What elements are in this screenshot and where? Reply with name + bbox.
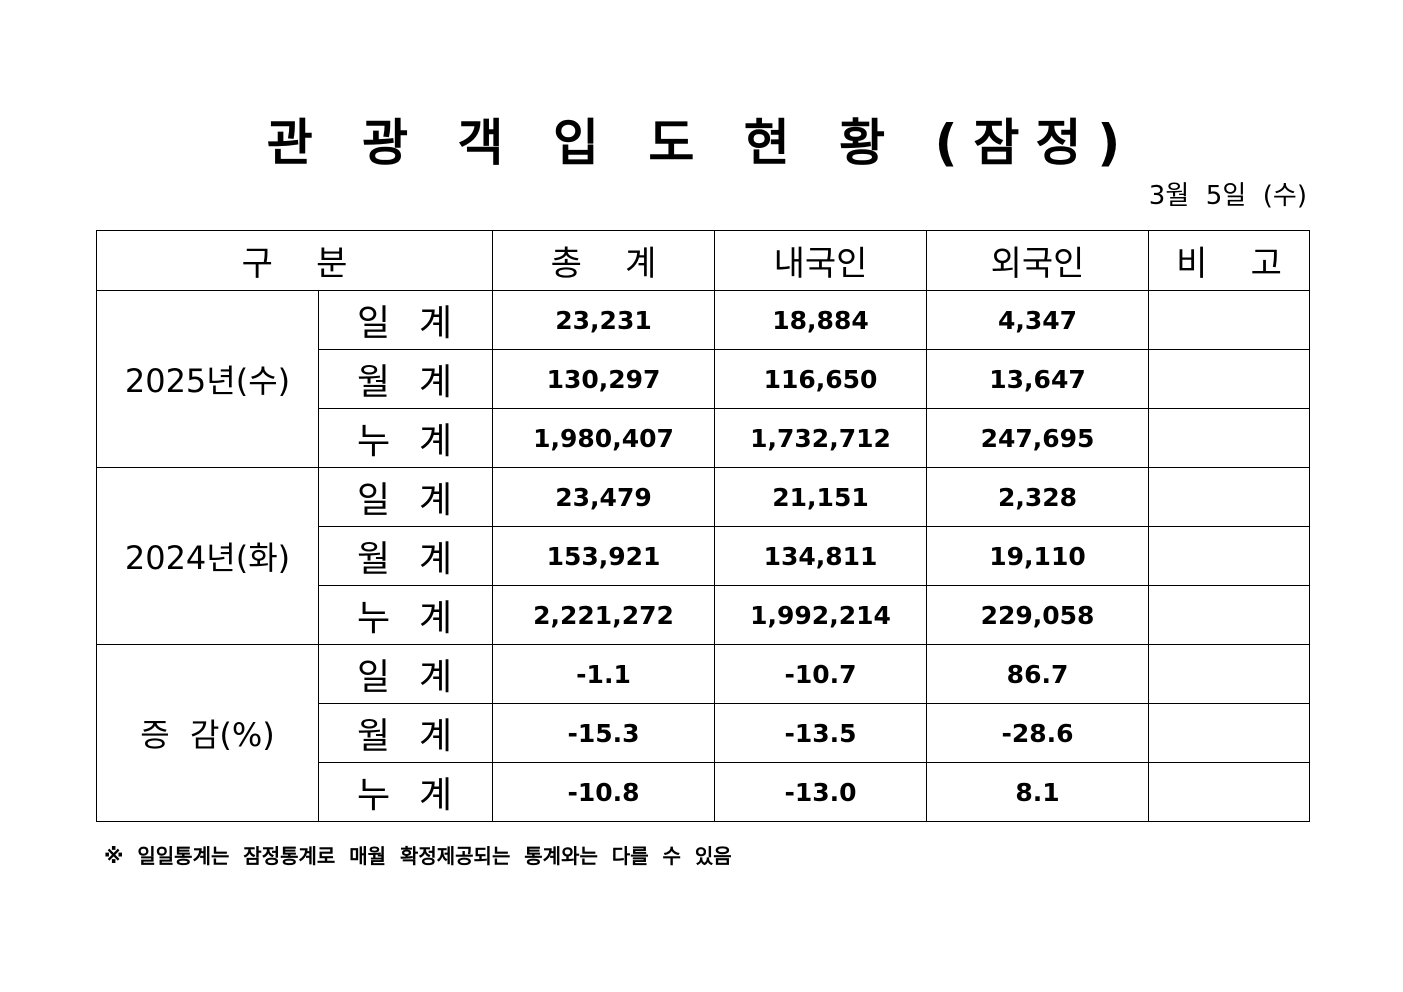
row-type: 누 계 xyxy=(317,585,494,645)
foreign-cell: 13,647 xyxy=(926,349,1150,409)
table-row: 증 감(%) 일 계 -1.1 -10.7 86.7 xyxy=(96,644,1311,822)
foreign-cell: 19,110 xyxy=(926,526,1150,586)
table-row: 누 계 -10.8 -13.0 8.1 xyxy=(97,762,1311,822)
domestic-cell: 134,811 xyxy=(714,526,928,586)
remarks-cell xyxy=(1148,703,1311,763)
foreign-cell: 229,058 xyxy=(926,585,1150,645)
foreign-cell: 2,328 xyxy=(926,467,1150,527)
domestic-cell: 21,151 xyxy=(714,467,928,527)
remarks-cell xyxy=(1148,349,1311,409)
total-cell: 153,921 xyxy=(492,526,716,586)
remarks-cell xyxy=(1148,290,1311,350)
remarks-cell xyxy=(1148,467,1311,527)
row-type: 누 계 xyxy=(317,408,494,468)
page-title: 관 광 객 입 도 현 황 (잠정) xyxy=(266,114,1137,172)
foreign-cell: 8.1 xyxy=(926,762,1150,822)
row-type: 일 계 xyxy=(317,290,494,350)
remarks-cell xyxy=(1148,644,1311,704)
total-cell: 23,231 xyxy=(492,290,716,350)
row-type: 누 계 xyxy=(317,762,494,822)
header-foreign: 외국인 xyxy=(926,230,1150,291)
table-row: 누 계 2,221,272 1,992,214 229,058 xyxy=(97,585,1311,645)
foreign-cell: 86.7 xyxy=(926,644,1150,704)
visitor-stats-table: 구 분 총 계 내국인 외국인 비 고 2025년(수) 일 계 23,231 … xyxy=(95,230,1311,822)
foreign-cell: -28.6 xyxy=(926,703,1150,763)
row-type: 월 계 xyxy=(317,703,494,763)
section-label-change: 증 감(%) xyxy=(96,644,319,822)
section-label-2024: 2024년(화) xyxy=(96,467,319,645)
table-row: 월 계 -15.3 -13.5 -28.6 xyxy=(97,703,1311,763)
total-cell: 1,980,407 xyxy=(492,408,716,468)
total-cell: -10.8 xyxy=(492,762,716,822)
total-cell: 130,297 xyxy=(492,349,716,409)
table-row: 2025년(수) 일 계 23,231 18,884 4,347 xyxy=(96,290,1311,468)
domestic-cell: 1,732,712 xyxy=(714,408,928,468)
remarks-cell xyxy=(1148,585,1311,645)
table-header-row: 구 분 총 계 내국인 외국인 비 고 xyxy=(95,230,1311,291)
total-cell: 23,479 xyxy=(492,467,716,527)
table-row: 2024년(화) 일 계 23,479 21,151 2,328 xyxy=(96,467,1311,645)
row-type: 월 계 xyxy=(317,526,494,586)
table-row: 월 계 153,921 134,811 19,110 xyxy=(97,526,1311,586)
footnote: ※ 일일통계는 잠정통계로 매월 확정제공되는 통계와는 다를 수 있음 xyxy=(104,844,732,868)
remarks-cell xyxy=(1148,526,1311,586)
total-cell: -15.3 xyxy=(492,703,716,763)
header-total: 총 계 xyxy=(492,230,716,291)
domestic-cell: -13.0 xyxy=(714,762,928,822)
row-type: 일 계 xyxy=(317,467,494,527)
header-remarks: 비 고 xyxy=(1148,230,1311,291)
domestic-cell: 18,884 xyxy=(714,290,928,350)
row-type: 월 계 xyxy=(317,349,494,409)
foreign-cell: 4,347 xyxy=(926,290,1150,350)
foreign-cell: 247,695 xyxy=(926,408,1150,468)
domestic-cell: 116,650 xyxy=(714,349,928,409)
header-domestic: 내국인 xyxy=(714,230,928,291)
domestic-cell: -13.5 xyxy=(714,703,928,763)
remarks-cell xyxy=(1148,408,1311,468)
total-cell: 2,221,272 xyxy=(492,585,716,645)
total-cell: -1.1 xyxy=(492,644,716,704)
domestic-cell: 1,992,214 xyxy=(714,585,928,645)
header-category: 구 분 xyxy=(95,230,494,291)
row-type: 일 계 xyxy=(317,644,494,704)
section-label-2025: 2025년(수) xyxy=(96,290,319,468)
table-row: 누 계 1,980,407 1,732,712 247,695 xyxy=(97,408,1311,468)
remarks-cell xyxy=(1148,762,1311,822)
domestic-cell: -10.7 xyxy=(714,644,928,704)
report-date: 3월 5일 (수) xyxy=(1148,181,1307,211)
